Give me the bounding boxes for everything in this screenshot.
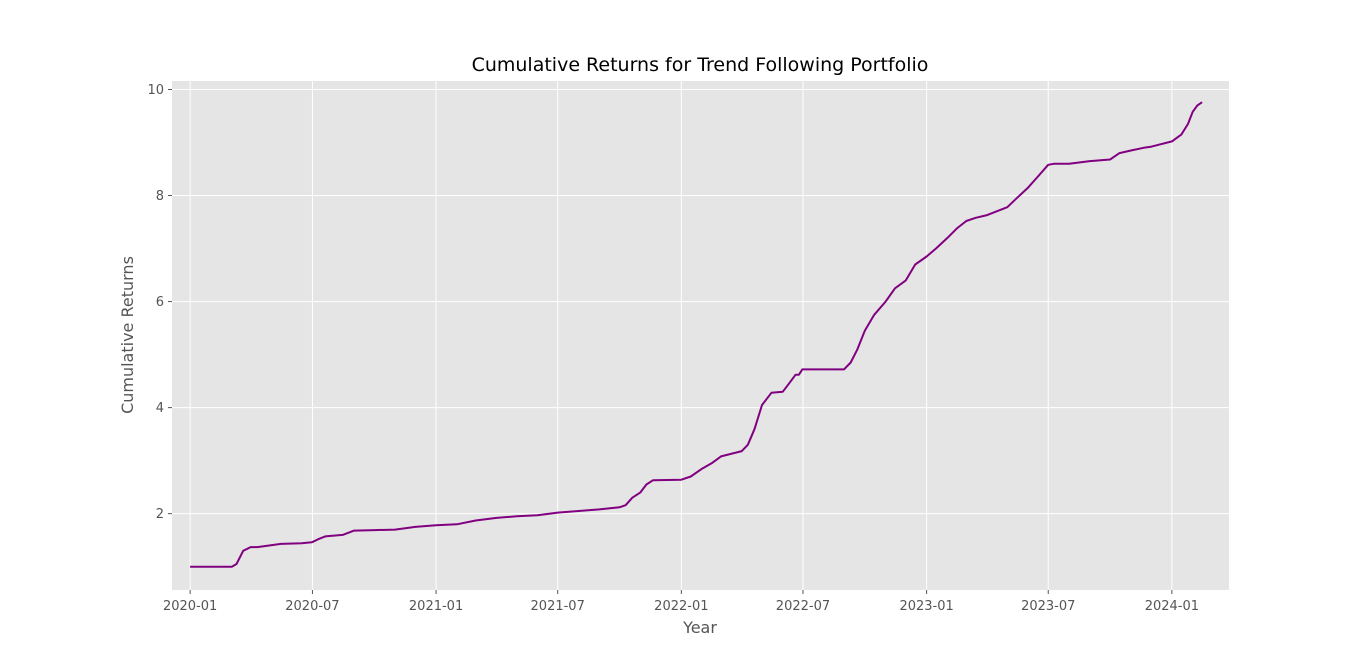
y-tick-label: 10 xyxy=(147,83,164,98)
x-tick-label: 2022-07 xyxy=(776,599,830,614)
tick-labels: 2020-01 2020-07 2021-01 2021-07 2022-01 2022-… xyxy=(147,83,1199,614)
chart-title: Cumulative Returns for Trend Following P… xyxy=(472,54,929,76)
x-tick-label: 2021-01 xyxy=(409,599,463,614)
y-tick-label: 8 xyxy=(156,189,164,204)
y-tick-label: 2 xyxy=(156,507,164,522)
x-tick-label: 2020-07 xyxy=(285,599,339,614)
series-layer xyxy=(190,101,1203,568)
x-tick-label: 2024-01 xyxy=(1145,599,1199,614)
x-tick-label: 2021-07 xyxy=(531,599,585,614)
x-tick-label: 2023-01 xyxy=(899,599,953,614)
y-tick-label: 4 xyxy=(156,401,164,416)
y-axis-label: Cumulative Returns xyxy=(118,256,137,414)
x-axis-label: Year xyxy=(682,618,717,637)
x-tick-label: 2020-01 xyxy=(163,599,217,614)
series-line xyxy=(190,101,1203,568)
y-tick-label: 6 xyxy=(156,295,164,310)
plot-area xyxy=(172,81,1229,590)
x-tick-label: 2023-07 xyxy=(1021,599,1075,614)
x-tick-label: 2022-01 xyxy=(654,599,708,614)
